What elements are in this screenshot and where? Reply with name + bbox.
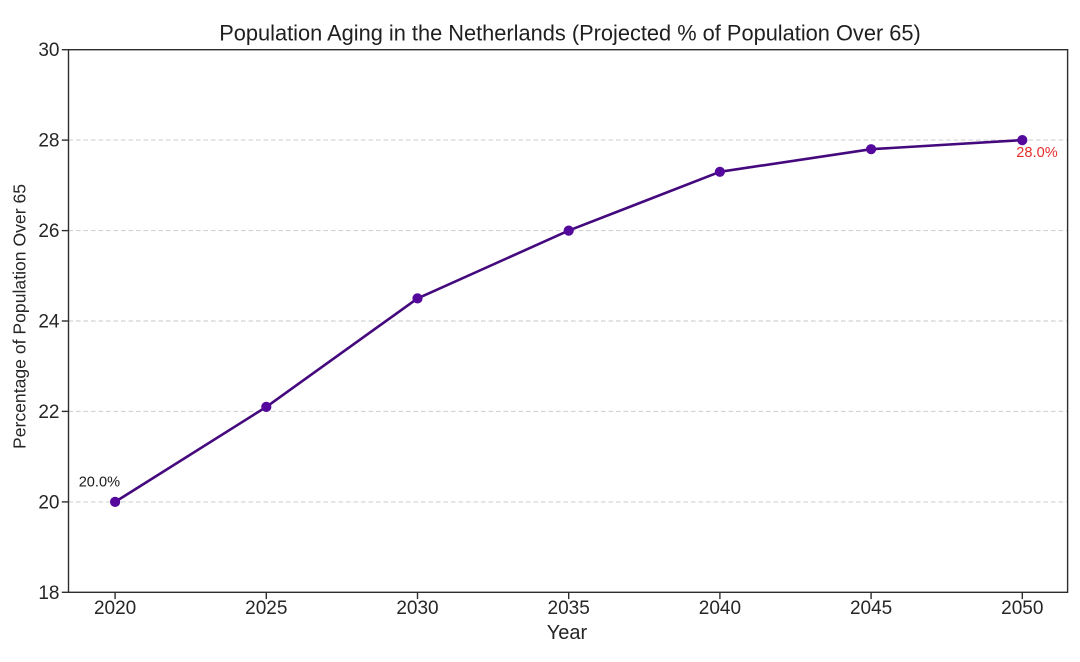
svg-text:28.0%: 28.0%: [1016, 145, 1057, 161]
svg-text:2045: 2045: [850, 598, 892, 619]
svg-text:18: 18: [38, 583, 59, 604]
svg-text:22: 22: [38, 402, 59, 423]
svg-text:Year: Year: [547, 622, 588, 644]
svg-text:20.0%: 20.0%: [79, 474, 120, 490]
svg-text:Percentage of Population Over: Percentage of Population Over 65: [10, 184, 30, 449]
svg-text:24: 24: [38, 312, 60, 333]
svg-text:2035: 2035: [548, 598, 590, 619]
svg-text:2040: 2040: [699, 598, 741, 619]
svg-text:2030: 2030: [396, 598, 438, 619]
svg-text:28: 28: [38, 131, 59, 152]
svg-text:26: 26: [38, 221, 59, 242]
svg-text:2025: 2025: [245, 598, 287, 619]
svg-text:30: 30: [38, 40, 59, 61]
svg-text:20: 20: [38, 492, 59, 513]
svg-text:Population Aging in the Nether: Population Aging in the Netherlands (Pro…: [219, 20, 921, 45]
svg-text:2020: 2020: [94, 598, 136, 619]
svg-text:2050: 2050: [1001, 598, 1043, 619]
